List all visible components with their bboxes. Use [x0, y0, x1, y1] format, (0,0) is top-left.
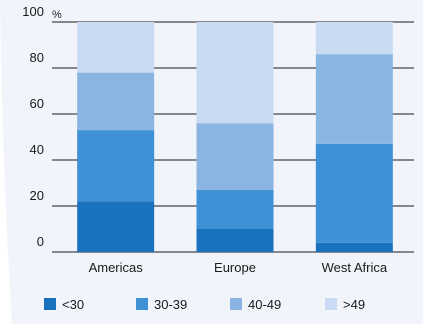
legend-swatch: [44, 298, 56, 310]
y-tick-label: 60: [30, 96, 44, 111]
legend-swatch: [230, 298, 242, 310]
bar-segment-europe-2: [196, 123, 274, 190]
bar-segment-americas-0: [77, 201, 155, 252]
legend-swatch: [325, 298, 337, 310]
x-category-label: Europe: [214, 260, 256, 275]
y-tick-label: 80: [30, 50, 44, 65]
bar-segment-europe-0: [196, 229, 274, 252]
y-tick-label: 100: [22, 4, 44, 19]
bar-segment-west-africa-0: [315, 242, 393, 252]
bar-segment-americas-1: [77, 130, 155, 202]
legend-item: 40-49: [230, 297, 281, 312]
bar-segment-west-africa-1: [315, 143, 393, 243]
legend-label: 40-49: [248, 297, 281, 312]
legend: <30 30-39 40-49 >49: [44, 297, 365, 312]
legend-item: 30-39: [136, 297, 187, 312]
legend-label: <30: [62, 297, 84, 312]
bar-segment-europe-3: [196, 22, 274, 124]
bar-segment-americas-2: [77, 72, 155, 131]
y-tick-label: 0: [37, 234, 44, 249]
y-tick-label: 40: [30, 142, 44, 157]
legend-item: >49: [325, 297, 365, 312]
y-axis: 0 20 40 60 80 100%: [22, 4, 62, 249]
x-category-label: West Africa: [322, 260, 388, 275]
bars: [77, 22, 393, 252]
bar-segment-americas-3: [77, 22, 155, 73]
legend-label: 30-39: [154, 297, 187, 312]
bar-segment-west-africa-3: [315, 22, 393, 55]
x-category-label: Americas: [89, 260, 144, 275]
y-tick-label: 20: [30, 188, 44, 203]
y-unit-label: %: [52, 9, 62, 21]
x-axis-labels: Americas Europe West Africa: [89, 260, 388, 275]
legend-item: <30: [44, 297, 84, 312]
bar-segment-west-africa-2: [315, 54, 393, 144]
legend-swatch: [136, 298, 148, 310]
legend-label: >49: [343, 297, 365, 312]
bar-segment-europe-1: [196, 189, 274, 229]
